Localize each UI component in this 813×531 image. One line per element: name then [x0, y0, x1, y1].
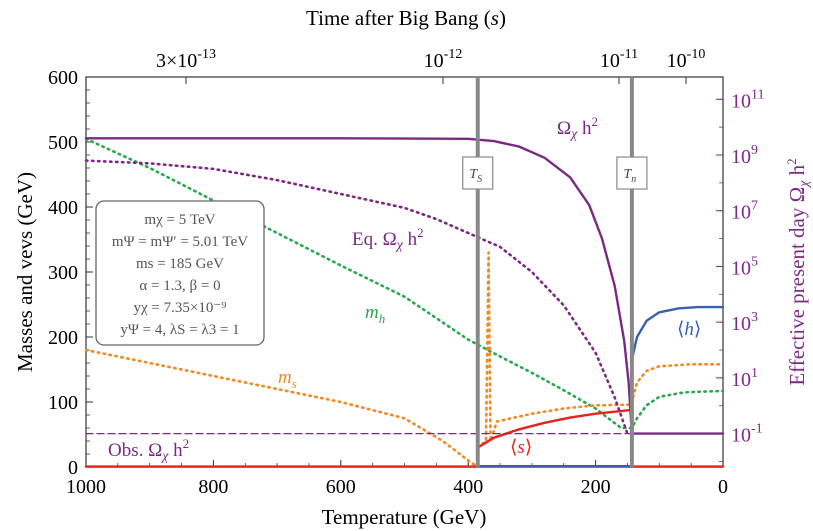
parameter-box: mχ = 5 TeV mΨ = mΨ′ = 5.01 TeV ms = 185 Ge…: [95, 200, 265, 346]
parameter-line: α = 1.3, β = 0: [139, 278, 220, 294]
y-right-tick-label: 1011: [731, 87, 764, 112]
parameter-line: mχ = 5 TeV: [144, 212, 215, 228]
annotation-s-vev: ⟨s⟩: [510, 437, 532, 458]
x-tick-label: 800: [198, 476, 228, 498]
parameter-line: mΨ = mΨ′ = 5.01 TeV: [112, 234, 248, 250]
y-right-tick-label: 10-1: [731, 422, 763, 447]
top-tick-label: 3×10-13: [156, 47, 216, 72]
left-axis-ticks: 0 100 200 300 400 500 600: [48, 67, 93, 479]
y-right-tick-label: 107: [731, 199, 758, 224]
y-axis-right-title: Effective present day Ωχ h2: [784, 158, 812, 385]
y-axis-left-title: Masses and vevs (GeV): [13, 172, 37, 372]
annotation-omega: Ωχ h2: [557, 114, 598, 142]
top-tick-label: 10-11: [600, 47, 638, 72]
y-right-tick-label: 109: [731, 143, 758, 168]
y-left-tick-label: 0: [68, 457, 78, 479]
annotation-h-vev: ⟨h⟩: [677, 319, 701, 340]
top-axis-title: Time after Big Bang (s): [306, 6, 506, 30]
y-left-tick-label: 600: [48, 67, 78, 89]
x-tick-label: 0: [718, 476, 728, 498]
series-h: [630, 305, 725, 361]
vertical-marker-label: TS: [469, 167, 482, 185]
parameter-line: ms = 185 GeV: [136, 256, 224, 272]
y-right-tick-label: 101: [731, 366, 758, 391]
vertical-marker-box: [616, 156, 648, 190]
x-tick-label: 1000: [66, 476, 106, 498]
top-tick-label: 10-12: [424, 47, 463, 72]
y-left-tick-label: 300: [48, 262, 78, 284]
y-left-tick-label: 400: [48, 197, 78, 219]
series-eq-h: [84, 159, 629, 435]
x-tick-label: 400: [453, 476, 483, 498]
vertical-marker-label: Tn: [624, 167, 637, 185]
annotation-obs-omega: Obs. Ωχ h2: [108, 436, 189, 464]
top-tick-label: 10-10: [667, 47, 706, 72]
annotation-eq-omega: Eq. Ωχ h2: [352, 225, 424, 253]
series-m-s-broken: [476, 251, 725, 449]
annotation-mh: mh: [365, 302, 385, 326]
x-axis-title: Temperature (GeV): [322, 505, 487, 529]
series-m-h: [84, 137, 725, 430]
series-m-s: [84, 348, 480, 469]
x-tick-label: 200: [581, 476, 611, 498]
y-left-tick-label: 100: [48, 392, 78, 414]
series-h: [84, 137, 725, 435]
y-left-tick-label: 200: [48, 327, 78, 349]
bottom-axis-ticks: 1000 800 600 400 200 0: [66, 460, 728, 498]
y-left-tick-label: 500: [48, 132, 78, 154]
vertical-markers: TS Tn: [462, 77, 648, 467]
y-right-tick-label: 103: [731, 310, 758, 335]
right-axis-ticks: 10-1 101 103 105 107 109 1011: [716, 87, 764, 462]
top-axis-ticks: 3×10-13 10-12 10-11 10-10: [156, 47, 705, 84]
parameter-line: yχ = 7.35×10⁻⁹: [134, 300, 227, 316]
annotation-ms: ms: [278, 367, 297, 391]
vertical-marker-box: [462, 156, 494, 190]
parameter-line: yΨ = 4, λS = λ3 = 1: [120, 322, 239, 338]
y-right-tick-label: 105: [731, 254, 758, 279]
series-layer: [84, 137, 725, 469]
series-s: [476, 408, 634, 449]
x-tick-label: 600: [326, 476, 356, 498]
